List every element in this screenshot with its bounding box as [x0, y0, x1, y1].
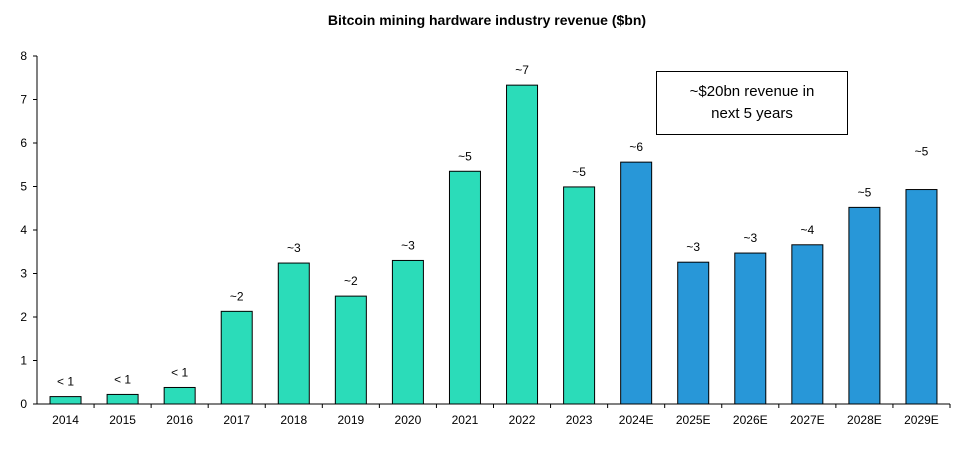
data-label-2023: ~5 — [572, 165, 586, 179]
bar-2024E — [620, 161, 653, 405]
bar-2029E — [905, 189, 938, 405]
data-label-2022: ~7 — [515, 63, 529, 77]
data-label-2026E: ~3 — [743, 231, 757, 245]
x-tick-label: 2029E — [904, 413, 939, 427]
x-axis: 2014 2015 2016 2017 2018 2019 2020 2021 2022 2023… — [37, 403, 951, 427]
data-label-2028E: ~5 — [858, 185, 872, 199]
y-tick-label: 6 — [20, 136, 27, 150]
x-tick-label: 2022 — [509, 413, 536, 427]
data-label-2019: ~2 — [344, 274, 358, 288]
x-tick-label: 2016 — [166, 413, 193, 427]
x-tick-label: 2025E — [676, 413, 711, 427]
bar-2022 — [506, 84, 539, 405]
bar-2017 — [220, 310, 253, 405]
data-label-2018: ~3 — [287, 241, 301, 255]
bar-2021 — [448, 170, 481, 405]
x-tick-label: 2015 — [109, 413, 136, 427]
bar-2023 — [563, 186, 596, 405]
data-labels: < 1 < 1 < 1 ~2 ~3 ~2 ~3 ~5 ~7 ~5 ~6 ~3 ~3 ~4 ~5 ~5 — [57, 63, 929, 388]
bar-2028E — [848, 206, 881, 405]
x-tick-label: 2017 — [223, 413, 250, 427]
bar-2020 — [391, 259, 424, 405]
bar-2025E — [677, 261, 710, 405]
bars — [49, 84, 938, 405]
x-tick-label: 2026E — [733, 413, 768, 427]
y-tick-label: 7 — [20, 93, 27, 107]
revenue-annotation-box: ~$20bn revenue in next 5 years — [656, 71, 848, 135]
bar-2014 — [49, 396, 82, 405]
bar-2018 — [277, 262, 310, 405]
x-tick-label: 2023 — [566, 413, 593, 427]
x-tick-label: 2027E — [790, 413, 825, 427]
data-label-2014: < 1 — [57, 375, 74, 389]
data-label-2015: < 1 — [114, 372, 131, 386]
data-label-2016: < 1 — [171, 365, 188, 379]
data-label-2029E: ~5 — [915, 145, 929, 159]
data-label-2017: ~2 — [230, 289, 244, 303]
y-tick-label: 2 — [20, 310, 27, 324]
bar-2026E — [734, 252, 767, 405]
x-tick-label: 2020 — [395, 413, 422, 427]
y-axis: 0 1 2 3 4 5 6 7 8 — [20, 49, 38, 411]
data-label-2025E: ~3 — [686, 240, 700, 254]
y-tick-label: 5 — [20, 180, 27, 194]
chart-title: Bitcoin mining hardware industry revenue… — [327, 12, 647, 28]
data-label-2027E: ~4 — [801, 223, 815, 237]
bar-2015 — [106, 393, 139, 405]
y-tick-label: 1 — [20, 354, 27, 368]
y-tick-label: 0 — [20, 397, 27, 411]
y-tick-label: 4 — [20, 223, 27, 237]
bar-2016 — [163, 386, 196, 405]
bar-2027E — [791, 244, 824, 405]
data-label-2020: ~3 — [401, 238, 415, 252]
x-tick-label: 2024E — [619, 413, 654, 427]
data-label-2024E: ~6 — [629, 140, 643, 154]
x-tick-label: 2028E — [847, 413, 882, 427]
x-tick-label: 2019 — [337, 413, 364, 427]
x-tick-label: 2021 — [452, 413, 479, 427]
data-label-2021: ~5 — [458, 149, 472, 163]
y-tick-label: 8 — [20, 49, 27, 63]
x-tick-label: 2018 — [280, 413, 307, 427]
x-tick-label: 2014 — [52, 413, 79, 427]
y-tick-label: 3 — [20, 267, 27, 281]
bar-2019 — [334, 295, 367, 405]
